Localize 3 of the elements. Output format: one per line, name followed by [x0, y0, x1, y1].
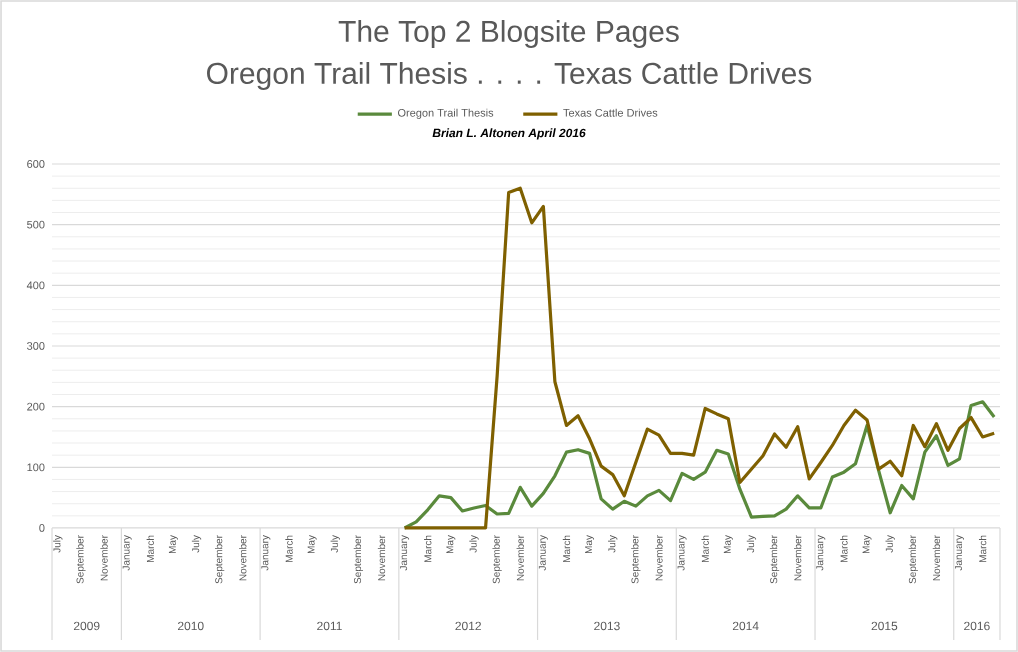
- line-series: [403, 400, 996, 530]
- chart-title: The Top 2 Blogsite Pages: [338, 20, 679, 48]
- chart-subtitle: Oregon Trail Thesis . . . . Texas Cattle Drives: [207, 62, 812, 90]
